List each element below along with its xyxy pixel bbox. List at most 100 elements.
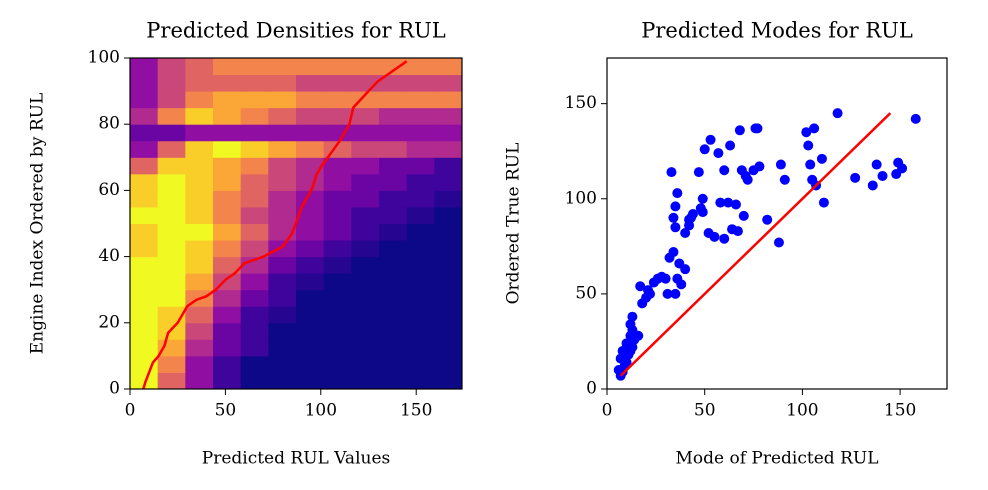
heat-cell (130, 157, 159, 175)
heat-cell (296, 306, 325, 324)
heat-cell (268, 372, 297, 390)
point (850, 172, 861, 183)
point (713, 148, 724, 159)
point (709, 231, 720, 242)
point (801, 127, 812, 138)
heat-cell (379, 240, 408, 258)
point (867, 180, 878, 191)
heat-cell (157, 140, 186, 158)
heat-cell (296, 339, 325, 357)
point (627, 311, 638, 322)
heat-cell (434, 140, 463, 158)
heat-cell (157, 107, 186, 125)
line (142, 60, 408, 390)
heat-cell (323, 74, 352, 92)
heat-cell (130, 91, 159, 109)
heat-cell (351, 273, 380, 291)
heat-cell (268, 355, 297, 373)
heat-cell (213, 124, 242, 142)
heat-cell (323, 157, 352, 175)
heat-cell (379, 322, 408, 340)
heat-cell (379, 289, 408, 307)
heat-cell (130, 306, 159, 324)
point (730, 199, 741, 210)
heat-cell (268, 206, 297, 224)
heat-cell (240, 58, 269, 76)
point (680, 264, 691, 275)
point (643, 285, 654, 296)
heat-cell (185, 107, 214, 125)
heat-cell (406, 322, 435, 340)
x-tick-label: 100 (305, 401, 337, 421)
heat-cell (213, 58, 242, 76)
heat-cell (213, 91, 242, 109)
heat-cell (185, 355, 214, 373)
heat-cell (323, 206, 352, 224)
point (670, 288, 681, 299)
heat-cell (379, 140, 408, 158)
heat-cell (130, 322, 159, 340)
heat-cell (268, 74, 297, 92)
heat-cell (213, 322, 242, 340)
heat-cell (268, 322, 297, 340)
heat-cell (268, 91, 297, 109)
heat-cell (434, 273, 463, 291)
heat-cell (157, 74, 186, 92)
heat-cell (323, 91, 352, 109)
point (621, 338, 632, 349)
point (693, 167, 704, 178)
heat-cell (351, 173, 380, 191)
heat-cell (130, 58, 159, 76)
heat-cell (351, 107, 380, 125)
heat-cell (323, 173, 352, 191)
heat-cell (240, 306, 269, 324)
heat-cell (379, 206, 408, 224)
heat-cell (406, 289, 435, 307)
heat-cell (406, 339, 435, 357)
x-axis-label: Mode of Predicted RUL (676, 449, 879, 469)
point (662, 288, 673, 299)
y-tick-label: 50 (575, 283, 597, 303)
heat-cell (157, 273, 186, 291)
heat-cell (185, 140, 214, 158)
heat-cell (434, 173, 463, 191)
heat-cell (185, 58, 214, 76)
heat-cell (434, 339, 463, 357)
heat-cell (351, 157, 380, 175)
heat-cell (406, 372, 435, 390)
heat-cell (296, 58, 325, 76)
heat-cell (379, 223, 408, 241)
heat-cell (213, 289, 242, 307)
point (719, 233, 730, 244)
heat-cell (240, 372, 269, 390)
heat-cell (268, 240, 297, 258)
point (670, 222, 681, 233)
y-tick-label: 60 (98, 180, 120, 200)
line (619, 112, 892, 377)
point (818, 197, 829, 208)
heat-cell (240, 240, 269, 258)
heat-cell (157, 157, 186, 175)
heat-cell (434, 206, 463, 224)
chart-title: Predicted Densities for RUL (146, 19, 445, 43)
x-tick-label: 150 (884, 401, 916, 421)
heat-cell (406, 273, 435, 291)
point (660, 273, 671, 284)
heat-cell (240, 107, 269, 125)
heat-cell (406, 173, 435, 191)
heat-cell (185, 157, 214, 175)
point (734, 125, 745, 136)
heat-cell (296, 355, 325, 373)
heat-cell (351, 206, 380, 224)
heat-cell (379, 74, 408, 92)
heat-cell (157, 173, 186, 191)
heat-cell (323, 124, 352, 142)
heat-cell (157, 355, 186, 373)
point (699, 144, 710, 155)
heat-cell (296, 124, 325, 142)
heat-cell (213, 74, 242, 92)
heat-cell (296, 289, 325, 307)
heat-cell (296, 140, 325, 158)
point (672, 188, 683, 199)
heat-cell (268, 273, 297, 291)
